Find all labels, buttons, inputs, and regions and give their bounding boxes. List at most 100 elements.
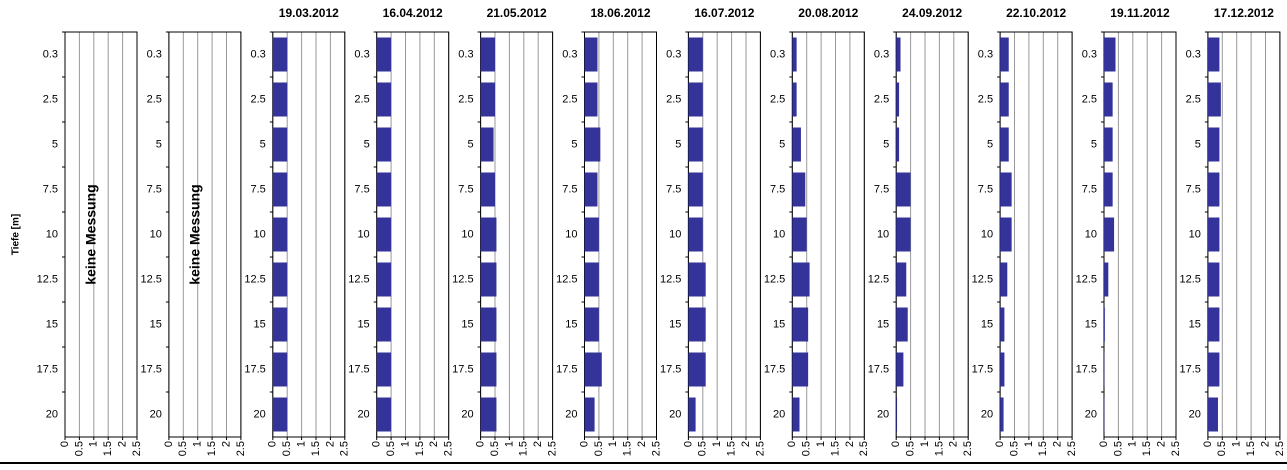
x-tick-label: 0 <box>371 441 383 447</box>
y-tick-label: 12.5 <box>348 273 369 285</box>
y-tick-label: 12.5 <box>1076 273 1097 285</box>
x-tick-label: 2 <box>532 441 544 447</box>
y-tick-label: 12.5 <box>660 273 681 285</box>
y-tick-label: 15 <box>1085 318 1097 330</box>
x-tick-label: 1.5 <box>1141 441 1153 456</box>
x-tick-label: 2 <box>636 441 648 447</box>
bar <box>688 353 705 387</box>
bar <box>273 218 287 252</box>
y-tick-label: 17.5 <box>37 363 58 375</box>
x-tick-label: 2 <box>740 441 752 447</box>
bar <box>688 83 702 117</box>
plot-frame <box>65 32 137 437</box>
x-tick-label: 1.5 <box>310 441 322 456</box>
x-tick-label: 2.5 <box>1066 441 1078 456</box>
x-tick-label: 2.5 <box>650 441 662 456</box>
y-tick-label: 17.5 <box>244 363 265 375</box>
bar <box>481 173 495 207</box>
y-tick-label: 0.3 <box>874 48 889 60</box>
x-tick-label: 1 <box>815 441 827 447</box>
y-tick-label: 12.5 <box>764 273 785 285</box>
panel-title: 18.06.2012 <box>590 6 650 20</box>
x-tick-label: 1.5 <box>1037 441 1049 456</box>
x-tick-label: 1 <box>1023 441 1035 447</box>
x-tick-label: 2.5 <box>443 441 455 456</box>
y-tick-label: 10 <box>981 228 993 240</box>
y-tick-label: 20 <box>461 408 473 420</box>
bar <box>273 83 287 117</box>
panel-title: 20.08.2012 <box>798 6 858 20</box>
y-tick-label: 7.5 <box>666 183 681 195</box>
bar <box>1000 398 1003 432</box>
x-tick-label: 1.5 <box>829 441 841 456</box>
y-tick-label: 5 <box>883 138 889 150</box>
y-tick-label: 20 <box>150 408 162 420</box>
y-tick-label: 2.5 <box>43 93 58 105</box>
bar <box>688 38 702 72</box>
y-tick-label: 12.5 <box>868 273 889 285</box>
bar <box>688 308 705 342</box>
y-tick-label: 12.5 <box>244 273 265 285</box>
y-tick-label: 17.5 <box>452 363 473 375</box>
y-tick-label: 10 <box>150 228 162 240</box>
annotation: keine Messung <box>187 184 203 284</box>
x-tick-label: 0.5 <box>281 441 293 456</box>
x-tick-label: 2 <box>948 441 960 447</box>
x-tick-label: 1 <box>919 441 931 447</box>
y-tick-label: 15 <box>357 318 369 330</box>
bar <box>1104 83 1113 117</box>
y-tick-label: 2.5 <box>354 93 369 105</box>
bar <box>1208 398 1218 432</box>
bar <box>273 128 287 162</box>
bar <box>896 398 897 432</box>
bar <box>481 128 494 162</box>
y-tick-label: 15 <box>254 318 266 330</box>
y-tick-label: 12.5 <box>140 273 161 285</box>
x-tick-label: 1.5 <box>622 441 634 456</box>
panel-title: 19.03.2012 <box>279 6 339 20</box>
y-tick-label: 5 <box>675 138 681 150</box>
y-tick-label: 7.5 <box>354 183 369 195</box>
y-tick-label: 10 <box>46 228 58 240</box>
y-tick-label: 17.5 <box>868 363 889 375</box>
y-tick-label: 2.5 <box>147 93 162 105</box>
x-tick-label: 2.5 <box>339 441 351 456</box>
panel-title: 16.04.2012 <box>383 6 443 20</box>
bar <box>1000 38 1009 72</box>
bar <box>377 308 391 342</box>
bar <box>585 83 598 117</box>
x-tick-label: 0.5 <box>489 441 501 456</box>
bar <box>1208 353 1220 387</box>
x-tick-label: 2.5 <box>547 441 559 456</box>
x-tick-label: 1 <box>296 441 308 447</box>
x-tick-label: 1 <box>607 441 619 447</box>
bar <box>1104 308 1105 342</box>
plot-frame <box>169 32 241 437</box>
x-tick-label: 2.5 <box>962 441 974 456</box>
bar <box>896 38 900 72</box>
panel-title: 16.07.2012 <box>694 6 754 20</box>
x-tick-label: 0.5 <box>1216 441 1228 456</box>
y-tick-label: 5 <box>52 138 58 150</box>
bar <box>792 38 796 72</box>
x-tick-label: 1 <box>503 441 515 447</box>
bar <box>481 38 495 72</box>
y-tick-label: 2.5 <box>251 93 266 105</box>
bar <box>792 308 808 342</box>
bar <box>273 263 287 297</box>
y-tick-label: 5 <box>779 138 785 150</box>
bar <box>585 263 599 297</box>
bar <box>792 83 796 117</box>
y-tick-label: 12.5 <box>556 273 577 285</box>
y-axis-label: Tiefe [m] <box>11 214 22 256</box>
y-tick-label: 20 <box>1085 408 1097 420</box>
y-tick-label: 2.5 <box>458 93 473 105</box>
bar <box>792 173 805 207</box>
x-tick-label: 0.5 <box>177 441 189 456</box>
x-tick-label: 1 <box>1231 441 1243 447</box>
y-tick-label: 17.5 <box>1076 363 1097 375</box>
bar <box>481 83 495 117</box>
bar <box>1104 218 1114 252</box>
bar <box>896 128 899 162</box>
